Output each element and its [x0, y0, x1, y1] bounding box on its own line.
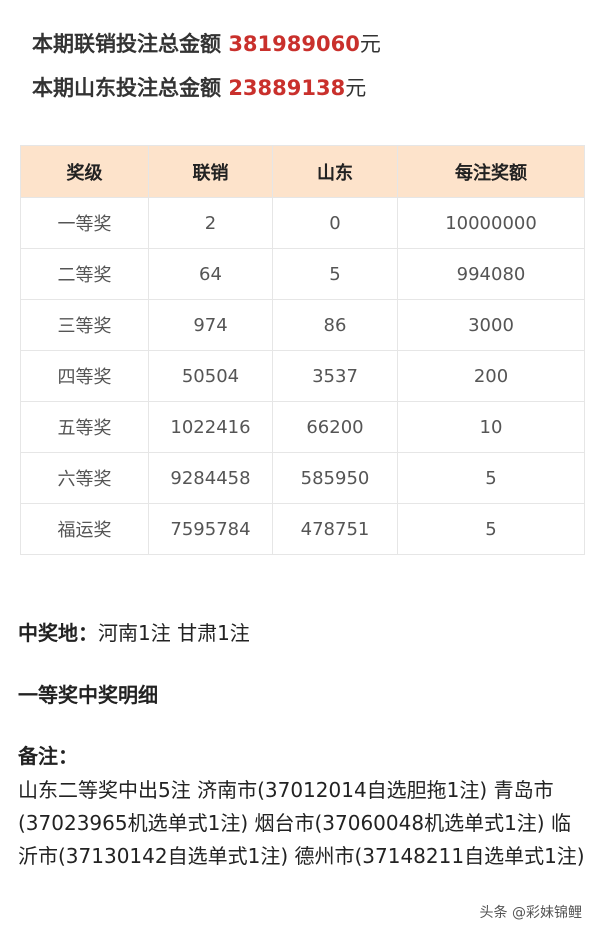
table-cell: 994080 — [397, 248, 585, 300]
table-cell: 10000000 — [397, 197, 585, 249]
column-header: 每注奖额 — [397, 145, 585, 198]
table-row: 三等奖 974 86 3000 — [20, 299, 585, 351]
table-cell: 64 — [148, 248, 273, 300]
table-cell: 0 — [272, 197, 398, 249]
table-cell: 86 — [272, 299, 398, 351]
table-row: 福运奖 7595784 478751 5 — [20, 503, 585, 555]
table-cell: 五等奖 — [20, 401, 149, 453]
amount: 23889138 — [228, 76, 346, 100]
table-row: 四等奖 50504 3537 200 — [20, 350, 585, 402]
table-cell: 3000 — [397, 299, 585, 351]
note-text: 山东二等奖中出5注 济南市(37012014自选胆拖1注) 青岛市(370239… — [18, 778, 585, 868]
table-row: 一等奖 2 0 10000000 — [20, 197, 585, 249]
table-cell: 六等奖 — [20, 452, 149, 504]
amount: 381989060 — [228, 32, 360, 56]
column-header: 奖级 — [20, 145, 149, 198]
label: 中奖地： — [18, 621, 98, 645]
label: 本期联销投注总金额 — [32, 32, 229, 56]
winning-place: 中奖地：河南1注 甘肃1注 — [18, 617, 250, 646]
total-bet-shandong: 本期山东投注总金额 23889138元 — [32, 72, 366, 102]
table-cell: 5 — [397, 452, 585, 504]
table-cell: 585950 — [272, 452, 398, 504]
table-cell: 三等奖 — [20, 299, 149, 351]
table-cell: 5 — [272, 248, 398, 300]
prize-table: 奖级 联销 山东 每注奖额 一等奖 2 0 10000000 二等奖 64 5 994080 三等奖 9… — [20, 145, 585, 555]
total-bet-joint: 本期联销投注总金额 381989060元 — [32, 28, 381, 58]
table-row: 二等奖 64 5 994080 — [20, 248, 585, 300]
table-cell: 1022416 — [148, 401, 273, 453]
note-label: 备注： — [18, 744, 78, 768]
column-header: 山东 — [272, 145, 398, 198]
unit: 元 — [345, 76, 367, 100]
first-prize-detail-heading: 一等奖中奖明细 — [18, 683, 158, 707]
column-header: 联销 — [148, 145, 273, 198]
table-cell: 66200 — [272, 401, 398, 453]
table-cell: 478751 — [272, 503, 398, 555]
table-cell: 5 — [397, 503, 585, 555]
label: 本期山东投注总金额 — [32, 76, 229, 100]
table-cell: 2 — [148, 197, 273, 249]
unit: 元 — [359, 32, 381, 56]
table-cell: 974 — [148, 299, 273, 351]
table-cell: 二等奖 — [20, 248, 149, 300]
table-cell: 一等奖 — [20, 197, 149, 249]
table-cell: 7595784 — [148, 503, 273, 555]
table-cell: 3537 — [272, 350, 398, 402]
table-cell: 10 — [397, 401, 585, 453]
watermark: 头条 @彩妹锦鲤 — [479, 905, 582, 921]
table-cell: 50504 — [148, 350, 273, 402]
table-cell: 9284458 — [148, 452, 273, 504]
table-row: 五等奖 1022416 66200 10 — [20, 401, 585, 453]
table-cell: 福运奖 — [20, 503, 149, 555]
table-row: 六等奖 9284458 585950 5 — [20, 452, 585, 504]
table-cell: 200 — [397, 350, 585, 402]
value: 河南1注 甘肃1注 — [98, 621, 250, 645]
table-cell: 四等奖 — [20, 350, 149, 402]
